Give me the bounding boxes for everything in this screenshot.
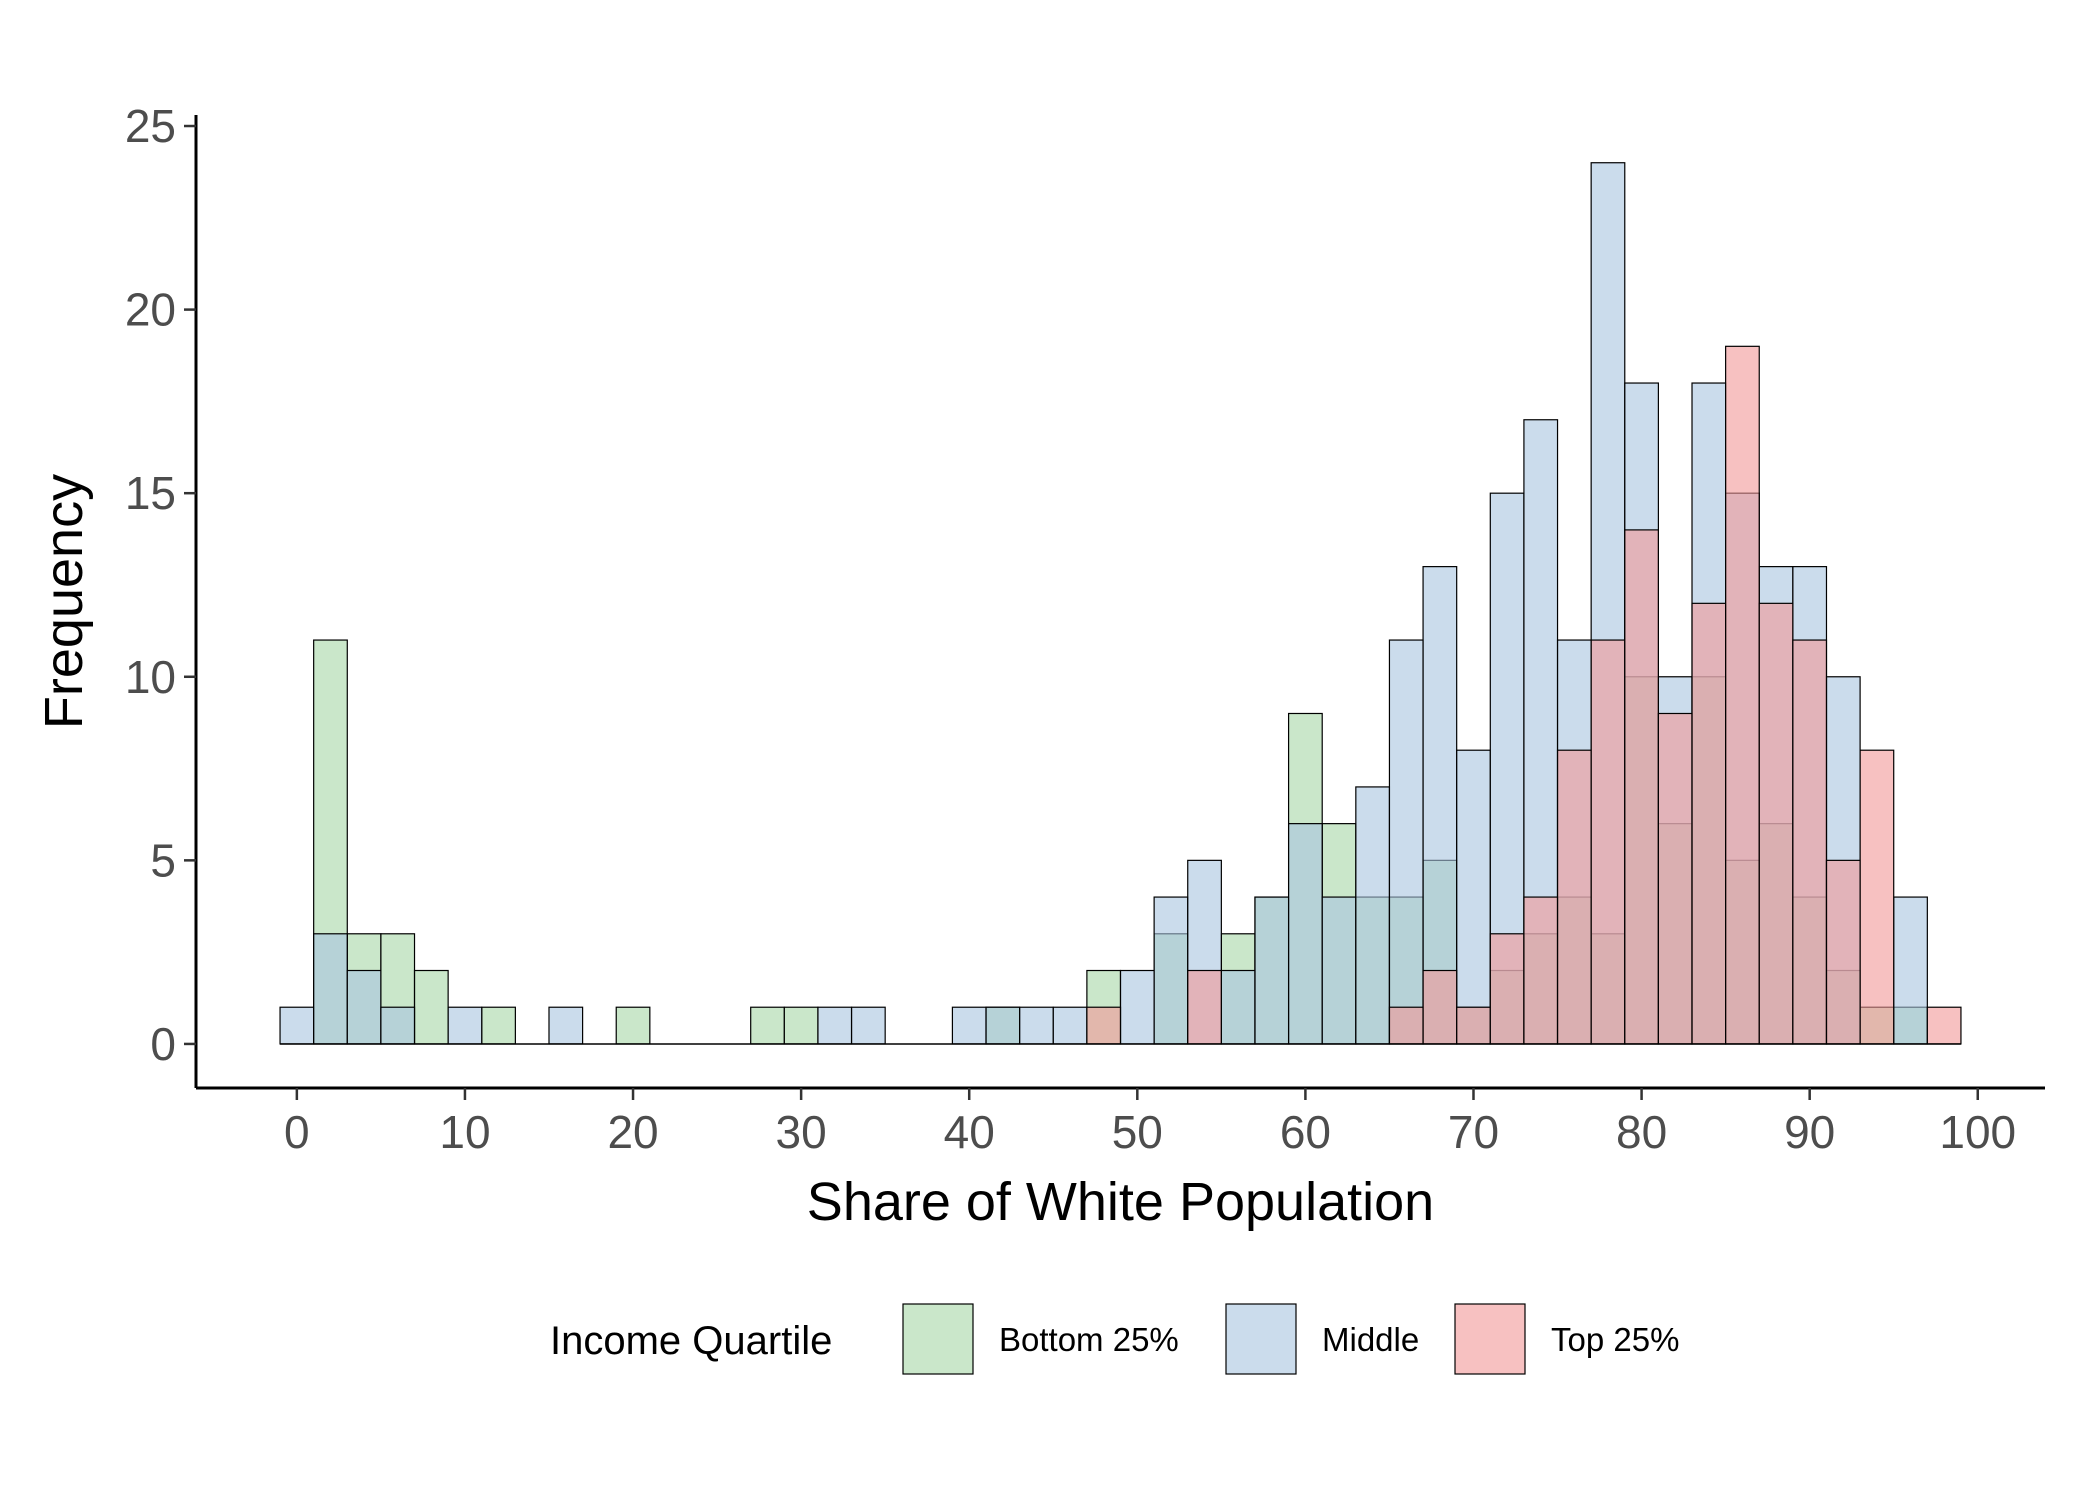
bar-middle-42 [985,1006,1021,1045]
legend: Income Quartile Bottom 25% Middle Top 25% [550,1303,1679,1375]
bar-middle-2 [313,933,348,1045]
bar-middle-66 [1388,639,1424,1045]
bar-top-25-68 [1422,969,1458,1045]
legend-label-top-25: Top 25% [1551,1321,1679,1358]
bar-top-25-88 [1758,602,1794,1045]
bar-middle-46 [1052,1006,1088,1045]
x-tick-label-30: 30 [776,1106,827,1158]
y-tick-label-20: 20 [125,284,176,336]
legend-key-middle [1225,1303,1297,1375]
bar-top-25-86 [1725,345,1760,1045]
bar-bottom-25-30 [783,1006,819,1045]
bar-middle-96 [1893,896,1928,1045]
bar-middle-50 [1119,969,1155,1045]
x-axis-title: Share of White Population [807,1172,1434,1232]
bar-top-25-54 [1187,969,1222,1045]
legend-key-top-25 [1454,1303,1526,1375]
bars-layer [279,162,1962,1045]
bar-middle-32 [817,1006,853,1045]
y-tick-label-15: 15 [125,467,176,519]
bar-top-25-94 [1859,749,1895,1045]
y-tick-label-10: 10 [125,651,176,703]
x-tick-label-100: 100 [1939,1106,2016,1158]
bar-top-25-48 [1086,1006,1122,1045]
bar-bottom-25-8 [413,969,449,1045]
x-tick-label-0: 0 [284,1106,310,1158]
x-tick-label-70: 70 [1448,1106,1499,1158]
bar-top-25-82 [1657,712,1693,1045]
bar-middle-16 [548,1006,584,1045]
bar-bottom-25-20 [615,1006,651,1045]
x-tick-label-20: 20 [607,1106,658,1158]
bar-bottom-25-12 [481,1006,516,1045]
bar-top-25-72 [1489,933,1525,1045]
bar-middle-6 [380,1006,416,1045]
bar-middle-70 [1456,749,1491,1045]
x-tick-label-90: 90 [1784,1106,1835,1158]
axes-layer: 0 10 20 30 40 50 60 70 80 90 100 0 5 10 15 20 25 [125,100,2045,1158]
bar-middle-68 [1422,566,1458,1045]
y-axis-title: Frequency [34,474,94,729]
legend-label-middle: Middle [1322,1321,1419,1358]
legend-title: Income Quartile [550,1319,832,1363]
bar-middle-60 [1287,823,1323,1045]
bar-top-25-76 [1556,749,1592,1045]
bar-middle-56 [1220,969,1256,1045]
bar-middle-64 [1355,786,1391,1045]
bar-top-25-80 [1624,529,1659,1045]
bar-middle-40 [951,1006,987,1045]
bar-top-25-78 [1590,639,1626,1045]
bar-bottom-25-28 [750,1006,785,1045]
legend-key-bottom-25 [902,1303,974,1375]
bar-middle-0 [279,1006,315,1045]
bar-middle-62 [1321,896,1357,1045]
bar-top-25-84 [1691,602,1727,1045]
y-tick-label-5: 5 [150,834,176,886]
bar-top-25-92 [1825,859,1861,1045]
bar-top-25-66 [1388,1006,1424,1045]
bar-middle-52 [1153,896,1189,1045]
x-tick-label-60: 60 [1280,1106,1331,1158]
y-tick-label-25: 25 [125,100,176,152]
x-tick-label-10: 10 [439,1106,490,1158]
bar-middle-10 [447,1006,483,1045]
bar-top-25-70 [1456,1006,1491,1045]
y-tick-label-0: 0 [150,1018,176,1070]
bar-top-25-90 [1792,639,1828,1045]
x-tick-label-40: 40 [944,1106,995,1158]
x-tick-label-80: 80 [1616,1106,1667,1158]
bar-middle-34 [850,1006,886,1045]
x-tick-label-50: 50 [1112,1106,1163,1158]
bar-middle-4 [346,969,382,1045]
bar-middle-58 [1254,896,1290,1045]
bar-top-25-74 [1523,896,1559,1045]
bar-middle-44 [1019,1006,1054,1045]
series-top-25 [1086,345,1962,1045]
bar-top-25-98 [1926,1006,1962,1045]
legend-label-bottom-25: Bottom 25% [999,1321,1179,1358]
